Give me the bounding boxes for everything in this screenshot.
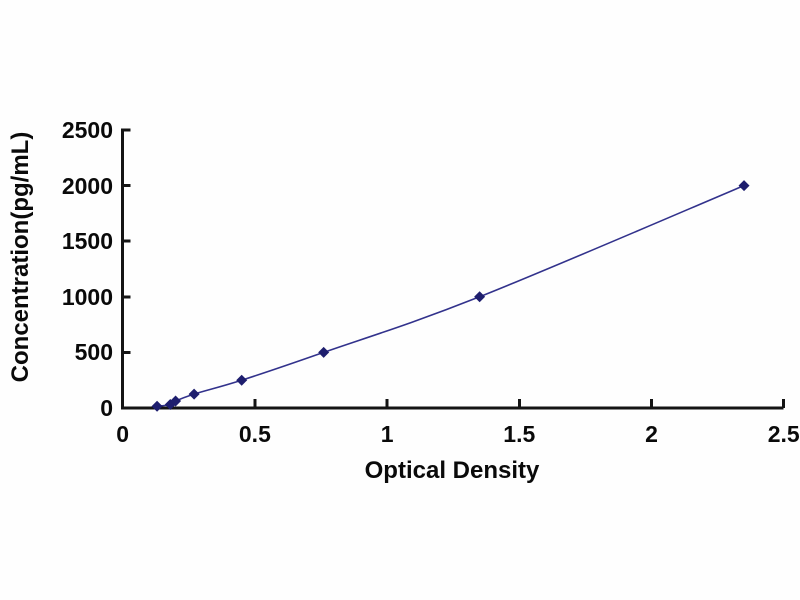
data-point-marker <box>236 374 248 386</box>
y-tick-label: 1000 <box>61 283 113 310</box>
x-tick-label: 1.5 <box>503 421 536 447</box>
y-tick-label: 0 <box>100 395 113 421</box>
data-point-marker <box>474 291 486 303</box>
data-point-marker <box>151 400 163 412</box>
data-series <box>151 180 750 412</box>
x-tick-label: 1 <box>380 421 394 447</box>
x-tick-label: 0 <box>116 421 130 447</box>
data-point-marker <box>188 388 200 400</box>
data-point-marker <box>318 346 330 358</box>
y-axis-title: Concentration(pg/mL) <box>7 131 34 383</box>
standard-curve-line <box>156 184 745 408</box>
x-tick-label: 0.5 <box>238 421 271 447</box>
y-tick-label: 500 <box>74 339 113 366</box>
data-point-marker <box>738 180 750 192</box>
x-tick-label: 2 <box>645 421 658 447</box>
y-tick-label: 1500 <box>61 228 113 255</box>
x-axis-title: Optical Density <box>364 457 540 484</box>
data-point-marker <box>170 395 182 407</box>
x-tick-label: 2.5 <box>767 421 800 447</box>
y-tick-label: 2500 <box>61 117 113 143</box>
y-tick-label: 2000 <box>61 172 113 199</box>
axes <box>121 128 786 410</box>
